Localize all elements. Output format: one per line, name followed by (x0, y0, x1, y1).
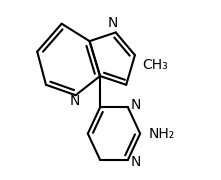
Text: NH₂: NH₂ (149, 127, 175, 141)
Text: N: N (70, 94, 80, 108)
Text: N: N (108, 16, 118, 30)
Text: N: N (131, 155, 141, 169)
Text: CH₃: CH₃ (142, 58, 168, 72)
Text: N: N (131, 98, 141, 112)
